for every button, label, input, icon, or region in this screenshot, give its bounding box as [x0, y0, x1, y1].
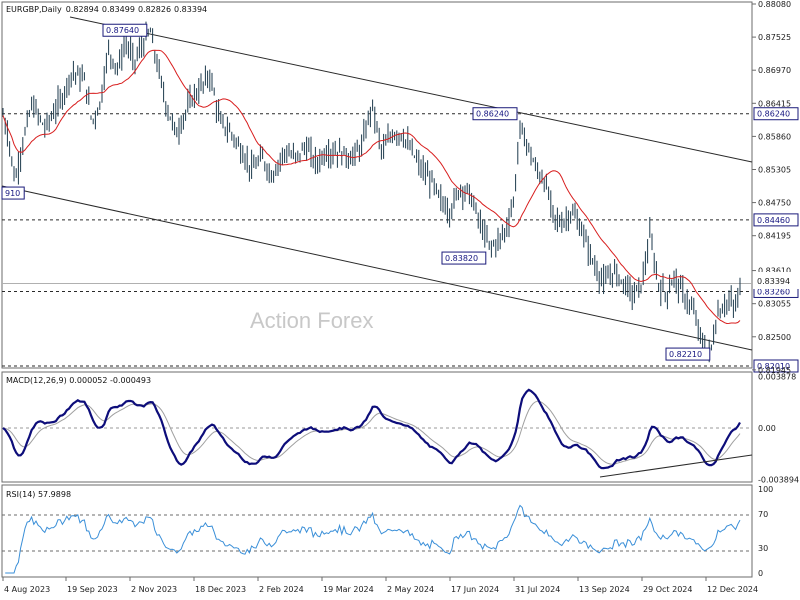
macd-pane: 0.003878 0.00 -0.003894 MACD(12,26,9) 0.00…: [1, 371, 799, 485]
price-ytick-label: 0.85305: [758, 165, 791, 174]
x-tick-label: 29 Oct 2024: [643, 585, 692, 594]
level-label-box: [1, 186, 25, 200]
price-ytick-label: 0.81945: [758, 366, 791, 375]
level-axis-label: 0.86240: [757, 110, 790, 119]
x-tick-label: 2 Feb 2024: [259, 585, 304, 594]
price-ytick-label: 0.84195: [758, 232, 791, 241]
price-header: EURGBP,Daily 0.82894 0.83499 0.82826 0.83394: [6, 5, 207, 14]
macd-signal-line: [2, 400, 741, 465]
rsi-line: [5, 504, 741, 574]
price-ytick-label: 0.83610: [758, 267, 791, 276]
level-label-box: [102, 23, 148, 37]
level-label: 0.86240: [476, 110, 509, 119]
open-value: 0.82894: [66, 5, 99, 14]
macd-ytick-label: -0.003894: [758, 475, 799, 484]
rsi-header: RSI(14) 57.9898: [6, 490, 71, 499]
price-ytick-label: 0.87525: [758, 33, 791, 42]
channel-upper-line: [69, 16, 753, 163]
current-price-label: 0.83394: [757, 277, 790, 286]
price-pane: Action Forex 0.87640 0.86240 0.86240 0.8446…: [1, 0, 800, 375]
trend-channel: [1, 16, 753, 351]
rsi-y-axis: 100 70 30 0: [758, 485, 773, 578]
x-axis: 4 Aug 2023 19 Sep 2023 2 Nov 2023 18 Dec 20…: [2, 577, 758, 594]
level-label-box: [441, 251, 487, 265]
rsi-pane: 100 70 30 0 RSI(14) 57.9898: [1, 484, 773, 578]
macd-pane-frame: [1, 371, 753, 483]
price-levels: [2, 113, 752, 367]
close-value: 0.83394: [174, 5, 207, 14]
macd-trendline: [599, 454, 753, 478]
level-label: 0.83820: [445, 254, 478, 263]
macd-header: MACD(12,26,9) 0.000052 -0.000493: [6, 376, 151, 385]
moving-average-line: [2, 49, 741, 325]
x-tick-label: 2 Nov 2023: [131, 585, 177, 594]
watermark: Action Forex: [250, 308, 374, 333]
level-label-box: [472, 107, 518, 121]
level-label: 0.82010: [757, 362, 790, 371]
x-tick-label: 2 May 2024: [387, 585, 434, 594]
level-labels: 0.87640 0.86240 0.86240 0.84460 0.83820 0.832…: [1, 23, 799, 373]
macd-y-axis: 0.003878 0.00 -0.003894: [758, 373, 799, 485]
price-ytick-label: 0.85860: [758, 132, 791, 141]
macd-line: [2, 388, 741, 470]
rsi-pane-frame: [1, 484, 753, 578]
level-label: 0.87640: [106, 26, 139, 35]
x-tick-label: 31 Jul 2024: [515, 585, 560, 594]
high-value: 0.83499: [102, 5, 135, 14]
x-tick-label: 17 Jun 2024: [451, 585, 499, 594]
price-pane-frame: [1, 1, 753, 369]
level-label: 0.84460: [757, 216, 790, 225]
rsi-ytick-label: 70: [758, 510, 768, 519]
level-label: 0.82210: [669, 350, 702, 359]
level-label-box: [753, 359, 799, 373]
level-label: 0.83260: [757, 287, 790, 296]
x-tick-label: 4 Aug 2023: [4, 585, 50, 594]
rsi-ytick-label: 100: [758, 485, 773, 494]
level-label-box: [753, 213, 799, 227]
rsi-ytick-label: 0: [758, 569, 763, 578]
price-ytick-label: 0.86415: [758, 99, 791, 108]
symbol-label: EURGBP,Daily: [6, 5, 62, 14]
x-tick-label: 13 Sep 2024: [579, 585, 630, 594]
x-tick-label: 18 Dec 2023: [195, 585, 246, 594]
price-bars: [2, 21, 741, 363]
current-price-bg: [753, 272, 800, 289]
x-tick-label: 19 Mar 2024: [323, 585, 374, 594]
level-label-box: [753, 107, 799, 121]
price-ytick-label: 0.82500: [758, 333, 791, 342]
price-ytick-label: 0.84750: [758, 199, 791, 208]
macd-ytick-label: 0.00: [758, 424, 776, 433]
channel-lower-line: [1, 185, 753, 351]
price-ytick-label: 0.83055: [758, 300, 791, 309]
price-ytick-label: 0.86970: [758, 66, 791, 75]
low-value: 0.82826: [138, 5, 171, 14]
x-tick-label: 19 Sep 2023: [67, 585, 118, 594]
macd-ytick-label: 0.003878: [758, 373, 796, 382]
rsi-ytick-label: 30: [758, 544, 768, 553]
level-label: 910: [5, 189, 20, 198]
x-tick-label: 12 Dec 2024: [707, 585, 758, 594]
price-ytick-label: 0.88080: [758, 0, 791, 9]
price-y-axis: 0.88080 0.87525 0.86970 0.86415 0.85860 0.853…: [752, 0, 791, 375]
level-label-box: [665, 347, 711, 361]
